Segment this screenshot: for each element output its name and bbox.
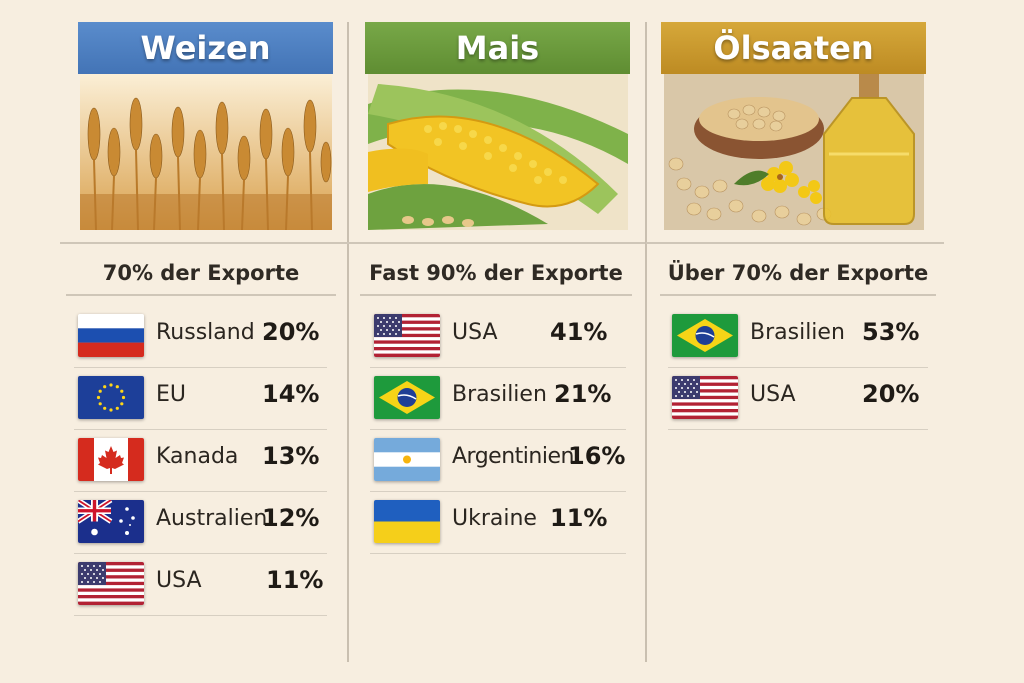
country-name: Brasilien: [750, 320, 845, 345]
usa-flag-icon: [78, 562, 144, 605]
column-divider: [347, 22, 349, 662]
country-name: USA: [452, 320, 498, 345]
row-divider: [668, 429, 928, 430]
export-share: 53%: [862, 318, 920, 346]
list-item: Argentinien 16%: [370, 430, 626, 492]
subtitle-underline: [660, 294, 936, 296]
section-separator: [348, 242, 645, 244]
export-share: 11%: [550, 504, 608, 532]
column-subtitle: 70% der Exporte: [102, 261, 300, 285]
subtitle-underline: [66, 294, 336, 296]
soybeans-oil-photo: [664, 74, 924, 230]
corn-cob-photo: [368, 74, 628, 230]
country-name: Brasilien: [452, 382, 547, 407]
eu-flag-icon: [78, 376, 144, 419]
list-item: USA 41%: [370, 306, 626, 368]
column-title: Ölsaaten: [713, 29, 874, 67]
argentina-flag-icon: [374, 438, 440, 481]
ukraine-flag-icon: [374, 500, 440, 543]
column-header-weizen: Weizen: [78, 22, 333, 74]
australia-flag-icon: [78, 500, 144, 543]
country-name: USA: [750, 382, 796, 407]
row-divider: [370, 553, 626, 554]
export-share: 13%: [262, 442, 320, 470]
list-item: EU 14%: [74, 368, 327, 430]
column-title: Mais: [455, 29, 540, 67]
russia-flag-icon: [78, 314, 144, 357]
row-divider: [74, 429, 327, 430]
row-divider: [74, 553, 327, 554]
list-item: Australien 12%: [74, 492, 327, 554]
column-header-olsaaten: Ölsaaten: [661, 22, 926, 74]
export-share: 21%: [554, 380, 612, 408]
list-item: Ukraine 11%: [370, 492, 626, 554]
row-divider: [370, 491, 626, 492]
row-divider: [668, 367, 928, 368]
country-name: Ukraine: [452, 506, 537, 531]
list-item: Russland 20%: [74, 306, 327, 368]
export-share: 20%: [262, 318, 320, 346]
country-name: EU: [156, 382, 187, 407]
column-title: Weizen: [140, 29, 271, 67]
row-divider: [74, 367, 327, 368]
wheat-field-photo: [80, 74, 332, 230]
section-separator: [646, 242, 944, 244]
column-divider: [645, 22, 647, 662]
list-item: Brasilien 53%: [668, 306, 928, 368]
row-divider: [370, 429, 626, 430]
usa-flag-icon: [374, 314, 440, 357]
canada-flag-icon: [78, 438, 144, 481]
export-share: 16%: [568, 442, 626, 470]
export-share: 14%: [262, 380, 320, 408]
row-divider: [74, 491, 327, 492]
country-name: USA: [156, 568, 202, 593]
row-divider: [74, 615, 327, 616]
country-name: Argentinien: [452, 444, 574, 469]
export-share: 11%: [266, 566, 324, 594]
column-subtitle: Über 70% der Exporte: [667, 261, 929, 285]
list-item: USA 20%: [668, 368, 928, 430]
subtitle-underline: [360, 294, 632, 296]
export-share: 12%: [262, 504, 320, 532]
column-subtitle: Fast 90% der Exporte: [369, 261, 623, 285]
country-name: Australien: [156, 506, 268, 531]
export-share: 20%: [862, 380, 920, 408]
country-name: Kanada: [156, 444, 239, 469]
list-item: USA 11%: [74, 554, 327, 616]
section-separator: [60, 242, 348, 244]
usa-flag-icon: [672, 376, 738, 419]
list-item: Brasilien 21%: [370, 368, 626, 430]
brazil-flag-icon: [374, 376, 440, 419]
country-name: Russland: [156, 320, 255, 345]
column-header-mais: Mais: [365, 22, 630, 74]
brazil-flag-icon: [672, 314, 738, 357]
list-item: Kanada 13%: [74, 430, 327, 492]
row-divider: [370, 367, 626, 368]
export-share: 41%: [550, 318, 608, 346]
